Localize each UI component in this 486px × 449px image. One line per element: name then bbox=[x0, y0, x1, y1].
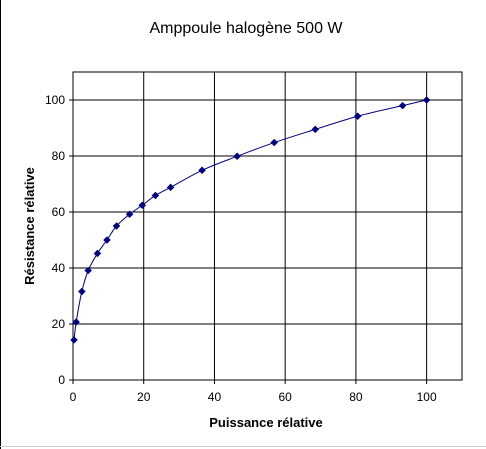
series-line-0 bbox=[73, 99, 427, 341]
bottom-frame-border bbox=[0, 446, 486, 447]
left-frame-border bbox=[0, 0, 1, 449]
axes bbox=[72, 71, 463, 381]
data-point-10 bbox=[166, 183, 175, 192]
x-tick-label-5: 100 bbox=[417, 390, 437, 404]
y-tick-labels: 0 20 40 60 80 100 bbox=[45, 93, 73, 387]
y-tick-label-0: 0 bbox=[58, 373, 65, 387]
x-tick-label-2: 40 bbox=[208, 390, 222, 404]
x-tick-label-1: 20 bbox=[137, 390, 151, 404]
y-axis-title: Résistance rélative bbox=[22, 167, 37, 285]
x-tick-label-0: 0 bbox=[70, 390, 77, 404]
y-tick-label-1: 20 bbox=[52, 317, 66, 331]
y-tick-label-5: 100 bbox=[45, 93, 65, 107]
data-point-17 bbox=[422, 96, 431, 104]
data-point-16 bbox=[398, 101, 407, 110]
data-point-7 bbox=[125, 210, 134, 219]
data-point-12 bbox=[233, 152, 241, 161]
series bbox=[70, 96, 431, 344]
x-tick-labels: 0 20 40 60 80 100 bbox=[70, 380, 437, 404]
data-point-6 bbox=[112, 222, 121, 230]
data-point-0 bbox=[70, 336, 78, 344]
data-point-3 bbox=[84, 266, 93, 275]
data-point-14 bbox=[311, 125, 320, 134]
data-point-5 bbox=[103, 236, 111, 244]
y-tick-label-4: 80 bbox=[52, 149, 66, 163]
data-point-4 bbox=[93, 249, 102, 258]
data-point-2 bbox=[77, 287, 86, 296]
x-tick-label-4: 80 bbox=[349, 390, 363, 404]
data-point-13 bbox=[270, 138, 279, 147]
data-point-1 bbox=[72, 318, 81, 326]
x-tick-label-3: 60 bbox=[279, 390, 293, 404]
plot-area-frame bbox=[72, 71, 463, 381]
data-point-9 bbox=[151, 191, 160, 200]
data-point-15 bbox=[353, 112, 362, 121]
y-tick-label-3: 60 bbox=[52, 205, 66, 219]
data-point-8 bbox=[138, 201, 147, 210]
chart-title: Amppoule halogène 500 W bbox=[149, 20, 343, 37]
data-point-11 bbox=[198, 166, 206, 175]
grid bbox=[73, 72, 462, 380]
y-tick-label-2: 40 bbox=[52, 261, 66, 275]
x-axis-title: Puissance rélative bbox=[209, 415, 322, 430]
